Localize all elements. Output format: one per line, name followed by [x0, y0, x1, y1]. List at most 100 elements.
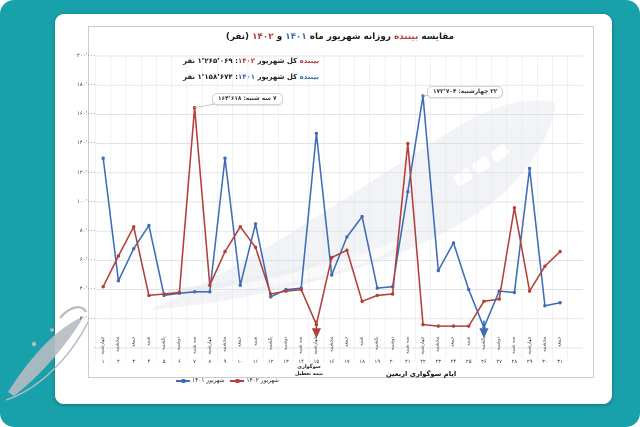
data-point — [116, 254, 121, 258]
x-day-label: ۱۸ — [359, 358, 365, 365]
data-point — [269, 295, 273, 299]
total-1401-year: ۱۴۰۱ — [237, 72, 256, 81]
total-1402-year: ۱۴۰۲ — [237, 57, 256, 65]
x-weekday-label: پنجشنبه — [222, 336, 228, 352]
data-point — [436, 268, 440, 273]
data-point — [451, 324, 456, 328]
x-day-label: ۲۰ — [389, 358, 396, 365]
x-weekday-label: جمعه — [131, 336, 137, 347]
x-weekday-label: سه شنبه — [192, 336, 198, 354]
data-point — [223, 249, 227, 254]
total-1402-lead: بیننده — [299, 57, 319, 65]
x-day-label: ۱۹ — [374, 358, 381, 365]
data-point — [330, 273, 334, 277]
data-point — [436, 324, 440, 328]
data-point — [482, 299, 486, 303]
x-weekday-label: جمعه — [344, 336, 350, 347]
x-weekday-label: دوشنبه — [283, 336, 289, 351]
legend-label-1402: شهریور ۱۴۰۲ — [246, 378, 279, 384]
x-day-label: ۲۹ — [526, 358, 533, 365]
data-point — [132, 247, 136, 251]
annotation-half-holiday-line2: نیمه تعطیل — [294, 370, 324, 377]
y-tick-label: ۱۲۰٬۰۰۰ — [76, 169, 96, 176]
x-day-label: ۲۴ — [450, 358, 457, 365]
legend-marker-red — [230, 378, 245, 384]
y-tick-label: ۲۰٬۰۰۰ — [79, 315, 96, 322]
x-day-label: ۲۵ — [465, 358, 472, 365]
data-point — [238, 225, 242, 229]
x-day-label: ۲۲ — [420, 358, 426, 365]
x-weekday-label: یکشنبه — [374, 336, 380, 350]
x-weekday-label: جمعه — [237, 336, 243, 347]
x-weekday-label: پنجشنبه — [115, 336, 121, 352]
data-point — [208, 283, 212, 287]
x-weekday-label: دوشنبه — [176, 336, 182, 351]
x-day-label: ۱۰ — [237, 358, 244, 365]
legend-item-1402: شهریور ۱۴۰۲ — [230, 378, 279, 384]
data-point — [284, 289, 288, 293]
x-weekday-label: چهارشنبه — [100, 336, 106, 355]
y-tick-label: ۸۰٬۰۰۰ — [79, 227, 96, 234]
data-point — [253, 245, 258, 249]
data-point — [253, 222, 258, 226]
data-point — [269, 292, 273, 296]
x-weekday-label: سه شنبه — [511, 336, 517, 354]
data-point — [192, 290, 197, 294]
data-point — [558, 301, 562, 305]
x-weekday-label: دوشنبه — [496, 336, 502, 351]
y-tick-label: ۱۰۰٬۰۰۰ — [76, 198, 96, 205]
watermark-logo — [5, 306, 89, 401]
data-point — [238, 283, 242, 287]
x-weekday-label: پنجشنبه — [329, 336, 335, 352]
x-day-label: ۱ — [101, 358, 105, 365]
data-point — [375, 293, 379, 298]
data-point — [421, 94, 425, 98]
data-point — [223, 156, 227, 160]
title-part: روزانه شهریور ماه — [306, 32, 394, 42]
data-point — [421, 322, 425, 327]
title-part: مقایسه — [418, 32, 455, 42]
y-tick-label: ۱۴۰٬۰۰۰ — [76, 140, 96, 147]
x-day-label: ۳۰ — [542, 358, 548, 365]
y-tick-label: ۶۰٬۰۰۰ — [79, 257, 96, 264]
title-year-1401: ۱۴۰۱ — [285, 32, 307, 42]
annotation-half-holiday-line1: سوگواری — [297, 364, 321, 370]
x-weekday-label: چهارشنبه — [313, 336, 319, 355]
y-tick-label: ۱۶۰٬۰۰۰ — [76, 111, 96, 118]
x-day-label: ۷ — [193, 358, 196, 365]
data-point — [360, 299, 364, 303]
x-day-label: ۲۷ — [496, 358, 502, 365]
data-point — [101, 285, 105, 289]
data-point — [177, 290, 182, 295]
x-day-label: ۲۱ — [405, 358, 411, 365]
x-weekday-label: دوشنبه — [390, 336, 396, 351]
total-1402-value: : ۱٬۲۶۵٬۰۶۹ نفر — [183, 57, 238, 65]
data-point — [299, 287, 303, 292]
legend: شهریور ۱۴۰۱ شهریور ۱۴۰۲ — [176, 378, 279, 384]
data-point — [314, 131, 319, 136]
x-day-label: ۲۳ — [435, 358, 442, 365]
data-point — [512, 206, 517, 210]
annotation-half-holiday: سوگواری نیمه تعطیل — [286, 364, 332, 377]
x-day-label: ۱۷ — [344, 358, 350, 365]
x-day-label: ۶ — [177, 358, 181, 365]
x-weekday-label: شنبه — [466, 336, 472, 346]
data-point — [527, 166, 532, 171]
callout-red-peak: ۷ سه شنبه: ۱۶۴٬۶۱۸ — [212, 93, 283, 105]
data-point — [543, 304, 547, 308]
data-point — [147, 223, 151, 228]
title-part: و — [273, 32, 286, 42]
data-point — [406, 190, 410, 194]
x-day-label: ۹ — [223, 358, 227, 365]
title-viewer-word: بیننده — [393, 32, 419, 42]
x-day-label: ۳ — [132, 358, 136, 365]
total-1402: بیننده کل شهریور ۱۴۰۲: ۱٬۲۶۵٬۰۶۹ نفر — [140, 54, 362, 70]
y-tick-label: ۱۸۰٬۰۰۰ — [76, 81, 96, 88]
x-weekday-label: پنجشنبه — [542, 336, 548, 352]
total-1401-mid: کل شهریور — [255, 72, 300, 81]
x-weekday-label: سه شنبه — [298, 336, 304, 354]
data-point — [467, 324, 471, 328]
x-weekday-label: سه شنبه — [405, 336, 411, 354]
